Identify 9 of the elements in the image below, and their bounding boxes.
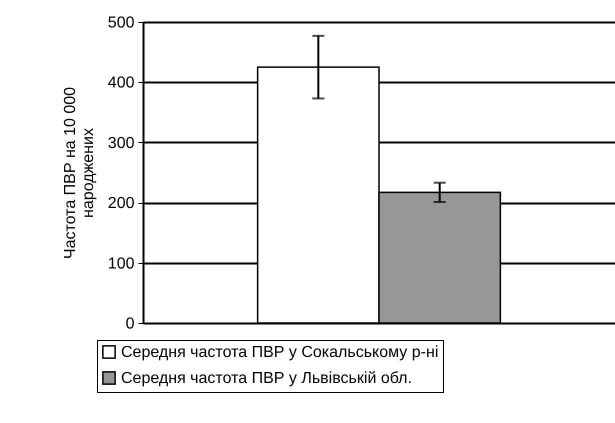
y-tick-label: 100 [108,255,135,272]
y-axis-title: Частота ПВР на 10 000 народжених [62,86,97,260]
y-tick-label: 500 [108,14,135,32]
y-tick-label: 300 [108,134,135,152]
y-tick-label: 200 [108,195,135,212]
y-tick-label: 400 [108,74,135,92]
legend-label: Середня частота ПВР у Сокальському р-ні [121,344,438,361]
legend-label: Середня частота ПВР у Львівській обл. [121,370,412,387]
y-tick-label: 0 [126,316,135,332]
